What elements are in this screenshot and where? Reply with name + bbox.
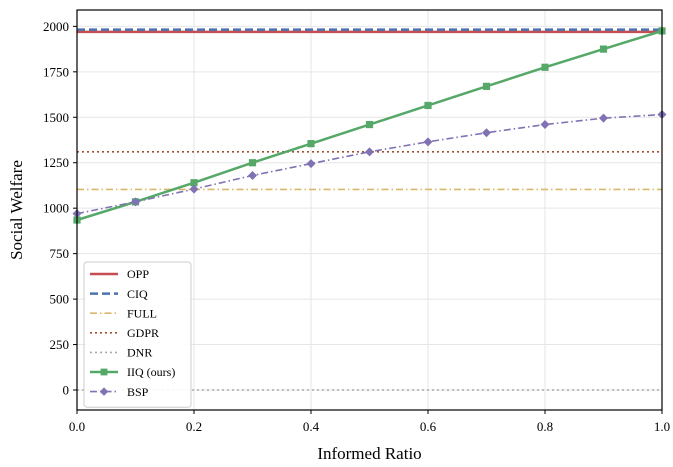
y-tick-label: 0 xyxy=(63,383,70,398)
legend: OPP CIQ FULL GDPR DNR IIQ (ours) BSP xyxy=(83,261,192,408)
legend-label: OPP xyxy=(127,267,149,281)
y-tick-label: 500 xyxy=(50,292,70,307)
data-point-iiq-ours xyxy=(482,82,491,90)
y-tick-label: 750 xyxy=(50,246,70,261)
plot-frame xyxy=(76,9,663,411)
x-tick-label: 1.0 xyxy=(654,419,670,434)
legend-label: CIQ xyxy=(127,287,148,301)
data-point-bsp xyxy=(248,170,257,180)
data-point-bsp xyxy=(189,184,199,194)
data-point-iiq-ours xyxy=(365,120,374,129)
data-point-iiq-ours xyxy=(190,179,198,187)
series-line-bsp xyxy=(76,113,663,215)
y-tick-label: 2000 xyxy=(43,19,69,34)
data-point-iiq-ours xyxy=(248,159,257,167)
data-point-iiq-ours xyxy=(307,140,315,148)
data-point-bsp xyxy=(482,128,491,138)
y-tick-label: 1250 xyxy=(43,155,69,170)
y-axis-title: Social Welfare xyxy=(7,160,26,260)
legend-label: BSP xyxy=(127,385,149,399)
legend-item-opp: OPP xyxy=(90,267,149,281)
legend-label: DNR xyxy=(127,346,152,360)
y-tick-label: 250 xyxy=(50,337,70,352)
data-point-iiq-ours xyxy=(541,63,549,71)
x-tick-label: 0.6 xyxy=(420,419,437,434)
legend-item-full: FULL xyxy=(90,306,157,320)
legend-marker xyxy=(100,368,108,376)
y-tick-label: 1500 xyxy=(43,110,69,125)
y-tick-label: 1000 xyxy=(43,201,69,216)
data-point-bsp xyxy=(131,197,140,207)
legend-item-ciq: CIQ xyxy=(90,287,148,301)
y-tick-label: 1750 xyxy=(43,64,69,79)
data-point-bsp xyxy=(423,137,433,147)
data-point-bsp xyxy=(540,120,550,130)
data-point-bsp xyxy=(599,113,608,123)
legend-item-iiq-ours: IIQ (ours) xyxy=(90,365,175,379)
data-point-iiq-ours xyxy=(424,101,432,110)
legend-marker xyxy=(99,387,109,396)
legend-label: IIQ (ours) xyxy=(127,365,175,379)
x-tick-label: 0.0 xyxy=(69,419,85,434)
series-iiq-ours xyxy=(73,27,666,224)
legend-item-gdpr: GDPR xyxy=(90,326,159,340)
legend-item-dnr: DNR xyxy=(90,346,152,360)
data-point-iiq-ours xyxy=(599,45,608,53)
legend-item-bsp: BSP xyxy=(90,385,149,399)
x-tick-label: 0.8 xyxy=(537,419,553,434)
x-axis-title: Informed Ratio xyxy=(317,444,421,462)
axis-ticks: 0.0 0.2 0.4 0.6 0.8 1.0 0 250 500 750 1000 1250 1500… xyxy=(43,19,670,434)
legend-label: FULL xyxy=(127,306,157,320)
data-point-bsp xyxy=(365,147,374,157)
legend-label: GDPR xyxy=(127,326,159,340)
x-tick-label: 0.2 xyxy=(186,419,202,434)
data-point-bsp xyxy=(306,159,316,169)
x-tick-label: 0.4 xyxy=(303,419,320,434)
